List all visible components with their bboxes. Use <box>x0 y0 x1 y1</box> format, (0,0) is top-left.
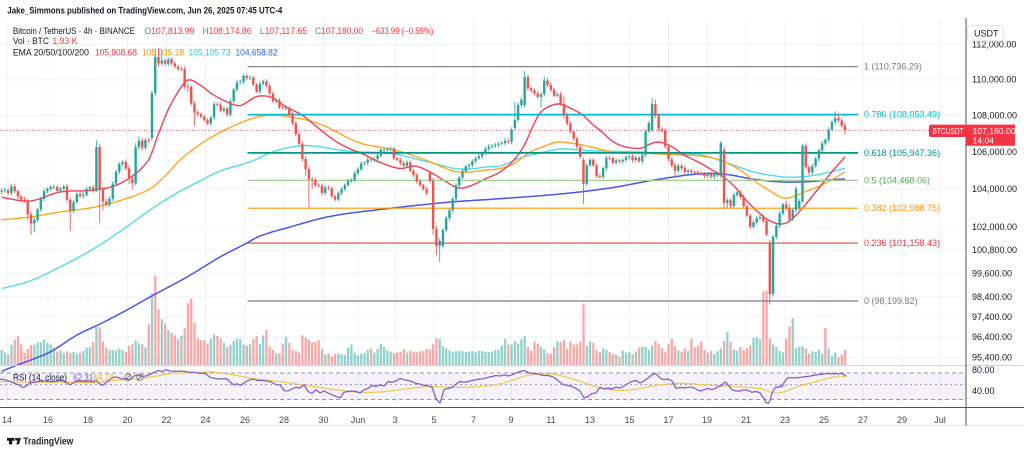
svg-text:97,400.00: 97,400.00 <box>972 312 1012 322</box>
svg-text:3: 3 <box>392 415 397 425</box>
svg-text:21: 21 <box>741 415 751 425</box>
svg-text:22: 22 <box>161 415 171 425</box>
svg-text:29: 29 <box>897 415 907 425</box>
svg-text:108,000.00: 108,000.00 <box>972 111 1017 121</box>
svg-text:23: 23 <box>780 415 790 425</box>
svg-text:0.382 (102,988.75): 0.382 (102,988.75) <box>864 203 940 213</box>
svg-text:28: 28 <box>279 415 289 425</box>
svg-text:106,000.00: 106,000.00 <box>972 147 1017 157</box>
svg-text:112,000.00: 112,000.00 <box>972 40 1016 50</box>
svg-text:62.31: 62.31 <box>73 372 93 382</box>
svg-text:30: 30 <box>318 415 328 425</box>
svg-text:TradingView: TradingView <box>23 436 74 448</box>
svg-text:Jake_Simmons published on Trad: Jake_Simmons published on TradingView.co… <box>7 6 283 17</box>
svg-text:RSI (14, close): RSI (14, close) <box>13 372 67 382</box>
svg-text:−633.99 (−0.59%): −633.99 (−0.59%) <box>371 26 433 36</box>
svg-text:20: 20 <box>122 415 132 425</box>
svg-text:107,180.00: 107,180.00 <box>973 126 1016 136</box>
svg-text:24: 24 <box>200 415 210 425</box>
svg-text:5: 5 <box>431 415 436 425</box>
svg-text:L107,117.65: L107,117.65 <box>260 26 307 36</box>
svg-text:11: 11 <box>546 415 555 425</box>
svg-text:16: 16 <box>43 415 53 425</box>
svg-text:64.74: 64.74 <box>93 372 113 382</box>
svg-text:Jun: Jun <box>351 415 366 425</box>
svg-text:C107,180.00: C107,180.00 <box>315 26 363 36</box>
svg-text:Bitcoin / TetherUS · 4h · BINA: Bitcoin / TetherUS · 4h · BINANCE <box>13 26 135 36</box>
svg-text:105,908.68: 105,908.68 <box>95 48 137 58</box>
svg-text:19: 19 <box>702 415 712 425</box>
svg-text:105,105.73: 105,105.73 <box>189 48 231 58</box>
svg-text:15: 15 <box>624 415 634 425</box>
svg-text:9: 9 <box>508 415 513 425</box>
svg-text:BTCUSDT: BTCUSDT <box>933 127 964 136</box>
svg-text:1.93 K: 1.93 K <box>52 36 77 46</box>
svg-text:100,800.00: 100,800.00 <box>972 245 1017 255</box>
svg-text:0.786 (108,053.49): 0.786 (108,053.49) <box>864 110 940 120</box>
svg-text:EMA 20/50/100/200: EMA 20/50/100/200 <box>13 48 89 58</box>
svg-text:40.00: 40.00 <box>972 386 995 396</box>
svg-text:O107,813.99: O107,813.99 <box>144 26 194 36</box>
svg-text:H108,174.86: H108,174.86 <box>202 26 251 36</box>
svg-text:Jul: Jul <box>934 415 946 425</box>
svg-text:14:04: 14:04 <box>973 136 995 146</box>
svg-text:25: 25 <box>819 415 829 425</box>
svg-text:96,400.00: 96,400.00 <box>972 332 1012 342</box>
svg-text:13: 13 <box>585 415 595 425</box>
svg-text:USDT: USDT <box>974 29 999 39</box>
svg-text:102,000.00: 102,000.00 <box>972 222 1017 232</box>
svg-text:99,600.00: 99,600.00 <box>972 268 1012 278</box>
svg-text:95,400.00: 95,400.00 <box>972 352 1012 362</box>
svg-text:7: 7 <box>471 415 476 425</box>
svg-text:26: 26 <box>240 415 250 425</box>
svg-text:98,400.00: 98,400.00 <box>972 292 1012 302</box>
svg-text:104,000.00: 104,000.00 <box>972 184 1017 194</box>
svg-text:104,658.82: 104,658.82 <box>236 48 278 58</box>
svg-text:Vol · BTC: Vol · BTC <box>13 36 50 46</box>
svg-text:17: 17 <box>663 415 673 425</box>
svg-text:0.236 (101,158.43): 0.236 (101,158.43) <box>864 238 940 248</box>
svg-text:18: 18 <box>83 415 93 425</box>
svg-text:0.618 (105,947.36): 0.618 (105,947.36) <box>864 148 940 158</box>
svg-text:0.5 (104,468.06): 0.5 (104,468.06) <box>864 175 930 185</box>
svg-text:110,000.00: 110,000.00 <box>972 75 1016 85</box>
svg-text:105,035.18: 105,035.18 <box>142 48 184 58</box>
svg-text:1 (110,736.29): 1 (110,736.29) <box>864 62 922 72</box>
svg-text:0 (98,199.82): 0 (98,199.82) <box>864 296 918 306</box>
svg-text:14: 14 <box>2 415 12 425</box>
svg-text:27: 27 <box>858 415 868 425</box>
svg-text:80.00: 80.00 <box>972 365 995 375</box>
